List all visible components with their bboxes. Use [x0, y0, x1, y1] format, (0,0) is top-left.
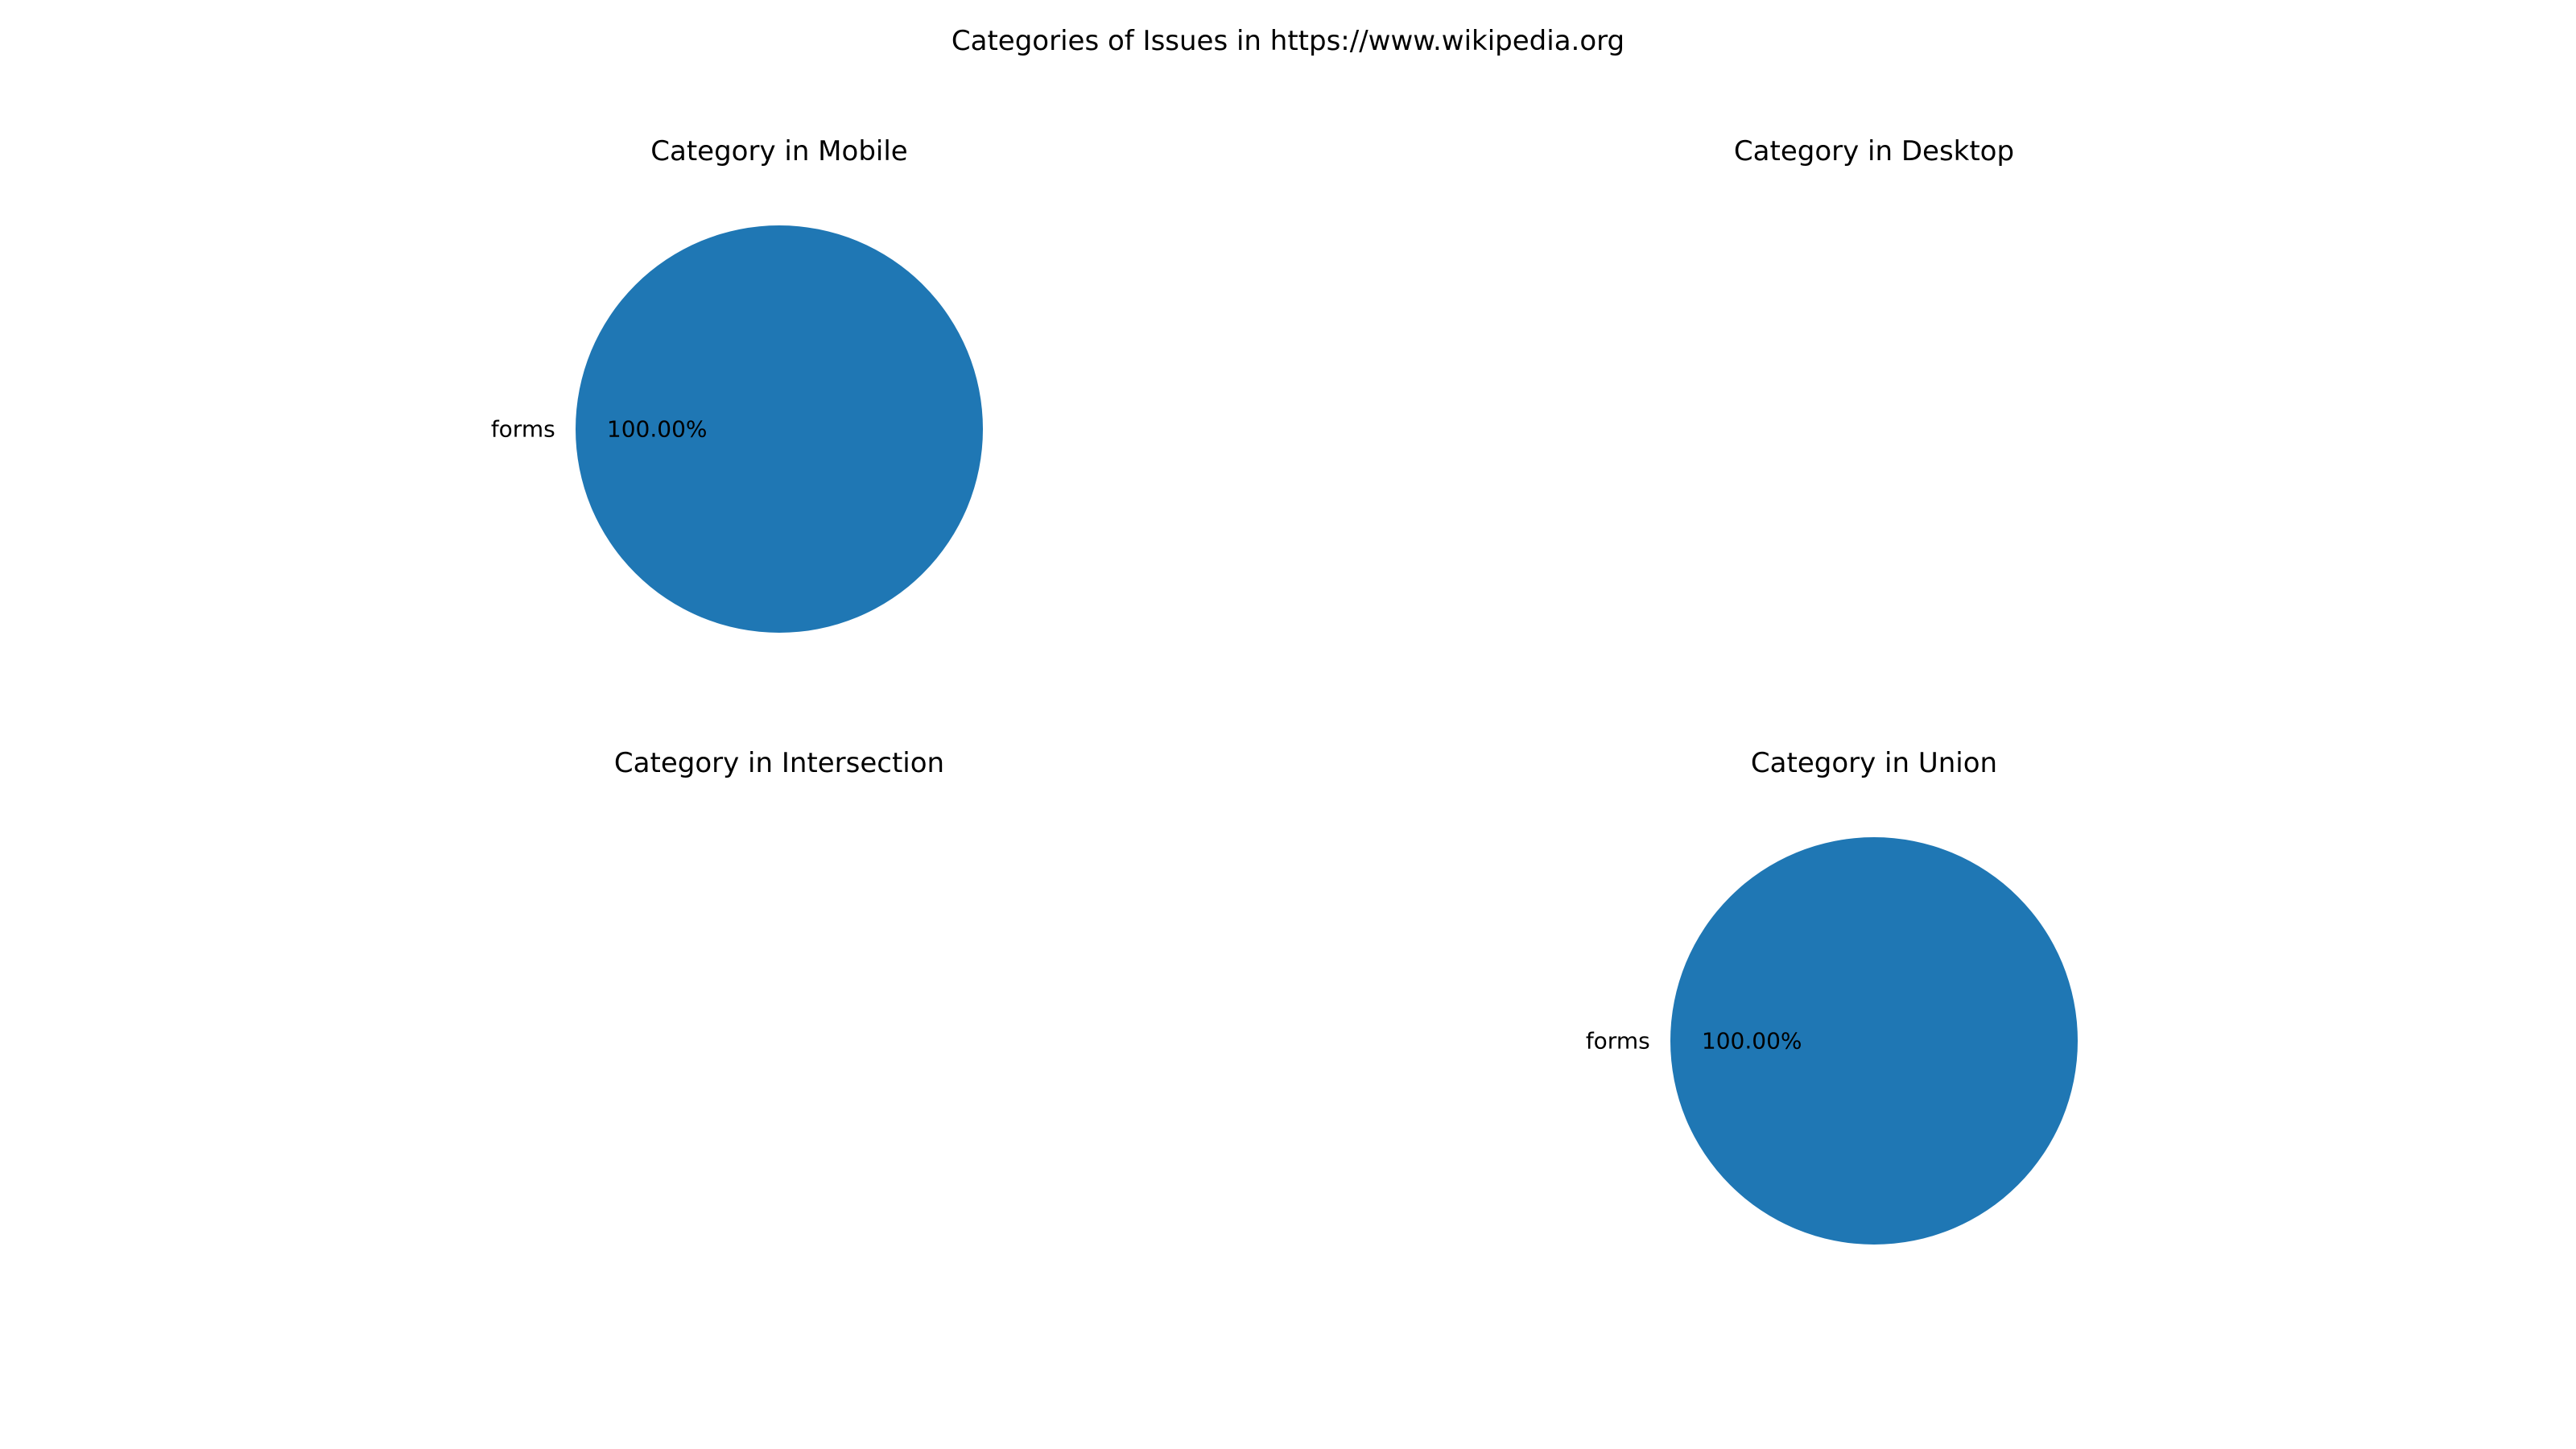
pie-slice-forms	[1670, 837, 2078, 1245]
pie-chart-intersection: Category in Intersection	[614, 747, 944, 779]
chart-title-mobile: Category in Mobile	[650, 135, 907, 167]
pie-slice-forms	[576, 225, 983, 633]
chart-title-desktop: Category in Desktop	[1734, 135, 2014, 167]
figure-title: Categories of Issues in https://www.wiki…	[952, 25, 1624, 57]
slice-percent-label: 100.00%	[1702, 1028, 1802, 1055]
chart-title-intersection: Category in Intersection	[614, 747, 944, 779]
slice-label: forms	[1586, 1028, 1650, 1055]
slice-label: forms	[491, 416, 555, 443]
pie-chart-desktop: Category in Desktop	[1734, 135, 2014, 167]
slices-union: forms 100.00%	[1586, 837, 2078, 1245]
slice-percent-label: 100.00%	[607, 416, 708, 443]
chart-title-union: Category in Union	[1751, 747, 1997, 779]
slices-mobile: forms 100.00%	[491, 225, 983, 633]
pie-chart-union: Category in Union forms 100.00%	[1586, 747, 2078, 1245]
pie-chart-mobile: Category in Mobile forms 100.00%	[491, 135, 983, 633]
